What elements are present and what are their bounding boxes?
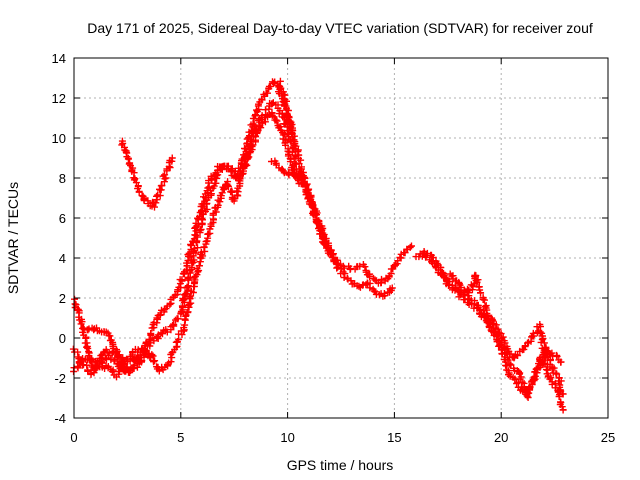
x-tick-label: 5: [177, 430, 184, 445]
x-tick-label: 25: [601, 430, 615, 445]
y-tick-label: 2: [59, 291, 66, 306]
y-tick-label: 4: [59, 251, 66, 266]
y-tick-label: 10: [52, 131, 66, 146]
series-track-4: [83, 324, 157, 376]
series-track-5: [118, 137, 176, 211]
series-track-1: [71, 78, 415, 375]
ticks: 0 5 10 15 20 25 -4 -2 0 2 4 6 8 10 12 14: [52, 51, 616, 445]
plus-markers: [268, 157, 309, 182]
series-track-2: [69, 99, 396, 381]
y-tick-label: 14: [52, 51, 66, 66]
x-tick-label: 15: [387, 430, 401, 445]
x-axis-label: GPS time / hours: [287, 457, 394, 473]
plus-markers: [69, 99, 396, 381]
series-track-7: [275, 77, 298, 144]
y-axis-label: SDTVAR / TECUs: [5, 182, 21, 294]
plus-markers: [446, 270, 567, 401]
y-tick-label: -4: [54, 411, 66, 426]
data-points: [69, 77, 567, 414]
y-tick-label: 0: [59, 331, 66, 346]
x-tick-label: 10: [280, 430, 294, 445]
y-tick-label: 12: [52, 91, 66, 106]
series-track-6: [268, 157, 309, 182]
plot-frame: [73, 57, 609, 419]
series-track-10: [446, 270, 567, 401]
x-tick-label: 20: [494, 430, 508, 445]
plus-markers: [275, 77, 298, 144]
plus-markers: [118, 137, 176, 211]
y-tick-label: 8: [59, 171, 66, 186]
y-tick-label: 6: [59, 211, 66, 226]
x-tick-label: 0: [70, 430, 77, 445]
plus-markers: [83, 324, 157, 376]
plus-markers: [71, 78, 415, 375]
grid: [74, 58, 608, 418]
y-tick-label: -2: [54, 371, 66, 386]
chart-title: Day 171 of 2025, Sidereal Day-to-day VTE…: [87, 20, 593, 36]
